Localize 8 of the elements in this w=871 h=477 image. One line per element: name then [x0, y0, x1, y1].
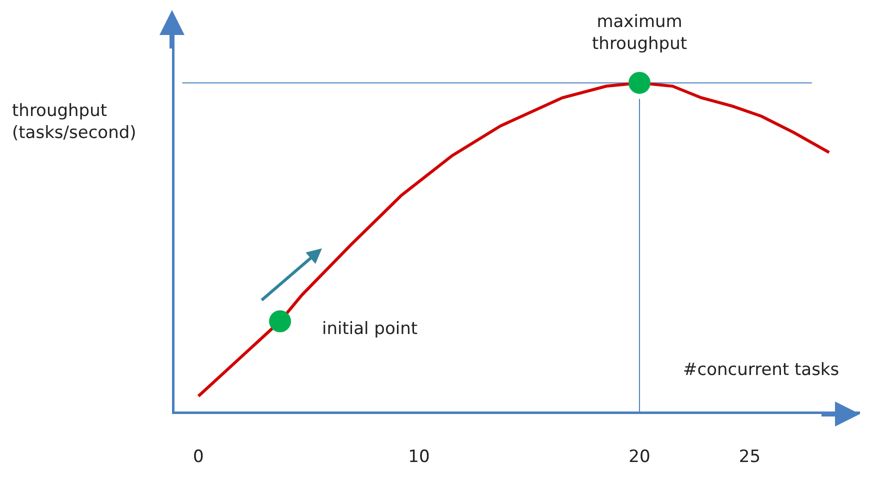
x-tick-label: 0	[193, 447, 204, 467]
x-tick-label: 25	[738, 447, 761, 467]
x-tick-label: 20	[628, 447, 650, 467]
x-axis-title: #concurrent tasks	[683, 360, 840, 380]
y-axis-title: throughput (tasks/second)	[12, 101, 136, 144]
annotation: initial point	[322, 319, 418, 339]
x-tick-label: 10	[408, 447, 430, 467]
annotation: maximum throughput	[592, 12, 688, 54]
